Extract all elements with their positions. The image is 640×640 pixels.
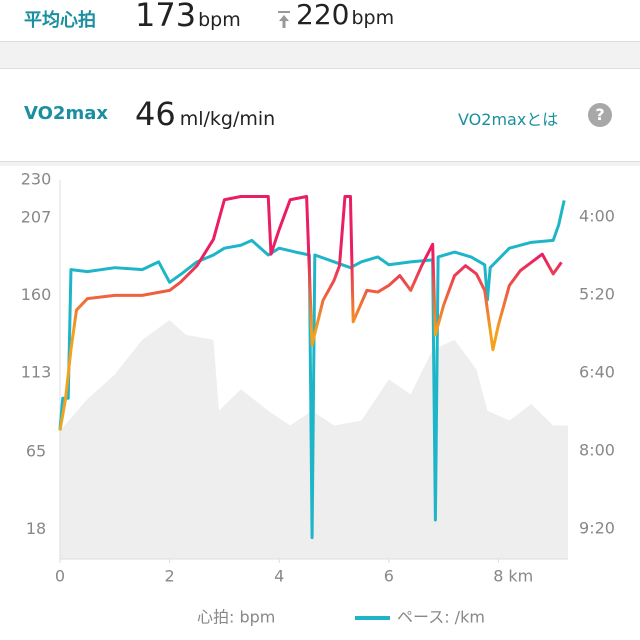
avg-hr-unit: bpm xyxy=(198,9,241,31)
y-tick-label: 160 xyxy=(21,285,52,304)
vo2-link[interactable]: VO2maxとは xyxy=(458,110,559,129)
x-unit: km xyxy=(508,567,533,586)
y2-tick-label: 9:20 xyxy=(579,518,615,537)
legend-label: ペース: /km xyxy=(397,608,485,627)
hr-card: 平均心拍 173 bpm 220 bpm xyxy=(0,0,640,42)
vo2-value: 46 xyxy=(135,95,176,133)
y-tick-label: 207 xyxy=(21,207,52,226)
x-tick-label: 8 xyxy=(493,567,503,586)
vo2-card: VO2max 46 ml/kg/min VO2maxとは ? xyxy=(0,68,640,162)
max-hr-unit: bpm xyxy=(351,7,395,29)
vo2-label: VO2max xyxy=(24,103,108,124)
max-hr-value: 220 xyxy=(296,0,350,31)
chart: 18 65 113 160 207 230 4:00 5:20 6:40 8:00 9:20 0 2 4 6… xyxy=(0,166,640,640)
x-tick-label: 4 xyxy=(274,567,284,586)
y2-tick-label: 6:40 xyxy=(579,362,615,381)
avg-hr: 173 bpm xyxy=(135,0,241,34)
x-tick-label: 2 xyxy=(165,567,175,586)
x-tick-label: 6 xyxy=(384,567,394,586)
y-tick-label: 18 xyxy=(26,519,46,538)
vo2-unit: ml/kg/min xyxy=(179,108,276,130)
vo2: 46 ml/kg/min xyxy=(135,95,275,133)
y2-tick-label: 5:20 xyxy=(579,284,615,303)
max-hr: 220 bpm xyxy=(296,0,394,31)
legend-label: 心拍: bpm xyxy=(197,608,275,627)
y-tick-label: 65 xyxy=(26,441,46,460)
y-tick-label: 113 xyxy=(21,362,52,381)
avg-hr-value: 173 xyxy=(135,0,197,34)
max-icon xyxy=(278,11,290,28)
series-line xyxy=(58,194,563,431)
help-icon[interactable]: ? xyxy=(588,103,612,127)
y2-tick-label: 8:00 xyxy=(579,440,615,459)
series-line xyxy=(58,200,566,540)
y-tick-label: 230 xyxy=(21,170,52,189)
avg-hr-label: 平均心拍 xyxy=(24,10,96,31)
y2-tick-label: 4:00 xyxy=(579,207,615,226)
x-tick-label: 0 xyxy=(55,567,65,586)
